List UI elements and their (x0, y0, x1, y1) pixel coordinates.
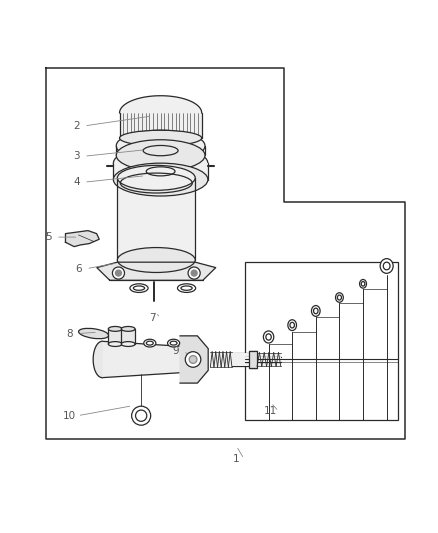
Ellipse shape (314, 308, 318, 314)
Circle shape (185, 352, 201, 367)
Ellipse shape (168, 339, 180, 347)
Polygon shape (93, 341, 102, 378)
Polygon shape (66, 231, 99, 247)
Text: 10: 10 (63, 411, 76, 421)
Polygon shape (120, 96, 202, 113)
Circle shape (188, 267, 200, 279)
Circle shape (191, 270, 197, 276)
Text: 2: 2 (73, 121, 80, 131)
Text: 1: 1 (233, 454, 240, 464)
Text: 6: 6 (75, 264, 82, 273)
Bar (108, 329, 122, 344)
Bar (245, 262, 399, 420)
Ellipse shape (380, 259, 393, 273)
Bar (117, 178, 195, 260)
Ellipse shape (361, 281, 365, 286)
Ellipse shape (336, 293, 343, 302)
Bar (257, 352, 281, 366)
Bar (249, 351, 257, 368)
Bar (113, 163, 208, 180)
Ellipse shape (146, 341, 153, 345)
Ellipse shape (121, 327, 135, 332)
Ellipse shape (266, 334, 271, 340)
Bar (120, 113, 202, 138)
Circle shape (113, 267, 124, 279)
Ellipse shape (78, 328, 109, 338)
Ellipse shape (177, 284, 196, 293)
Bar (232, 353, 249, 366)
Polygon shape (97, 262, 216, 280)
Text: 9: 9 (173, 346, 179, 356)
Ellipse shape (113, 163, 208, 196)
Polygon shape (180, 336, 208, 383)
Polygon shape (102, 341, 189, 378)
Circle shape (132, 406, 151, 425)
Ellipse shape (116, 140, 205, 171)
Ellipse shape (263, 331, 274, 343)
Ellipse shape (383, 262, 390, 270)
Ellipse shape (113, 147, 208, 180)
Bar (121, 329, 135, 344)
Ellipse shape (130, 284, 148, 293)
Ellipse shape (108, 342, 122, 346)
Text: 7: 7 (148, 313, 155, 324)
Ellipse shape (120, 130, 202, 146)
Text: 5: 5 (45, 232, 52, 242)
Circle shape (116, 270, 121, 276)
Circle shape (135, 410, 147, 421)
Ellipse shape (288, 320, 297, 330)
Ellipse shape (121, 342, 135, 346)
Ellipse shape (134, 286, 145, 290)
Bar (245, 357, 281, 362)
Bar (210, 352, 232, 367)
Circle shape (189, 356, 197, 364)
Text: 11: 11 (264, 406, 278, 416)
Ellipse shape (117, 247, 195, 272)
Ellipse shape (116, 130, 205, 161)
Ellipse shape (311, 305, 320, 317)
Ellipse shape (144, 339, 156, 347)
Ellipse shape (117, 165, 195, 190)
Text: 8: 8 (67, 328, 73, 338)
Text: 4: 4 (73, 177, 80, 187)
Ellipse shape (170, 341, 177, 345)
Text: 3: 3 (73, 151, 80, 161)
Ellipse shape (290, 322, 294, 328)
Ellipse shape (181, 286, 192, 290)
Ellipse shape (108, 327, 122, 332)
Ellipse shape (360, 279, 367, 288)
Ellipse shape (337, 295, 342, 300)
